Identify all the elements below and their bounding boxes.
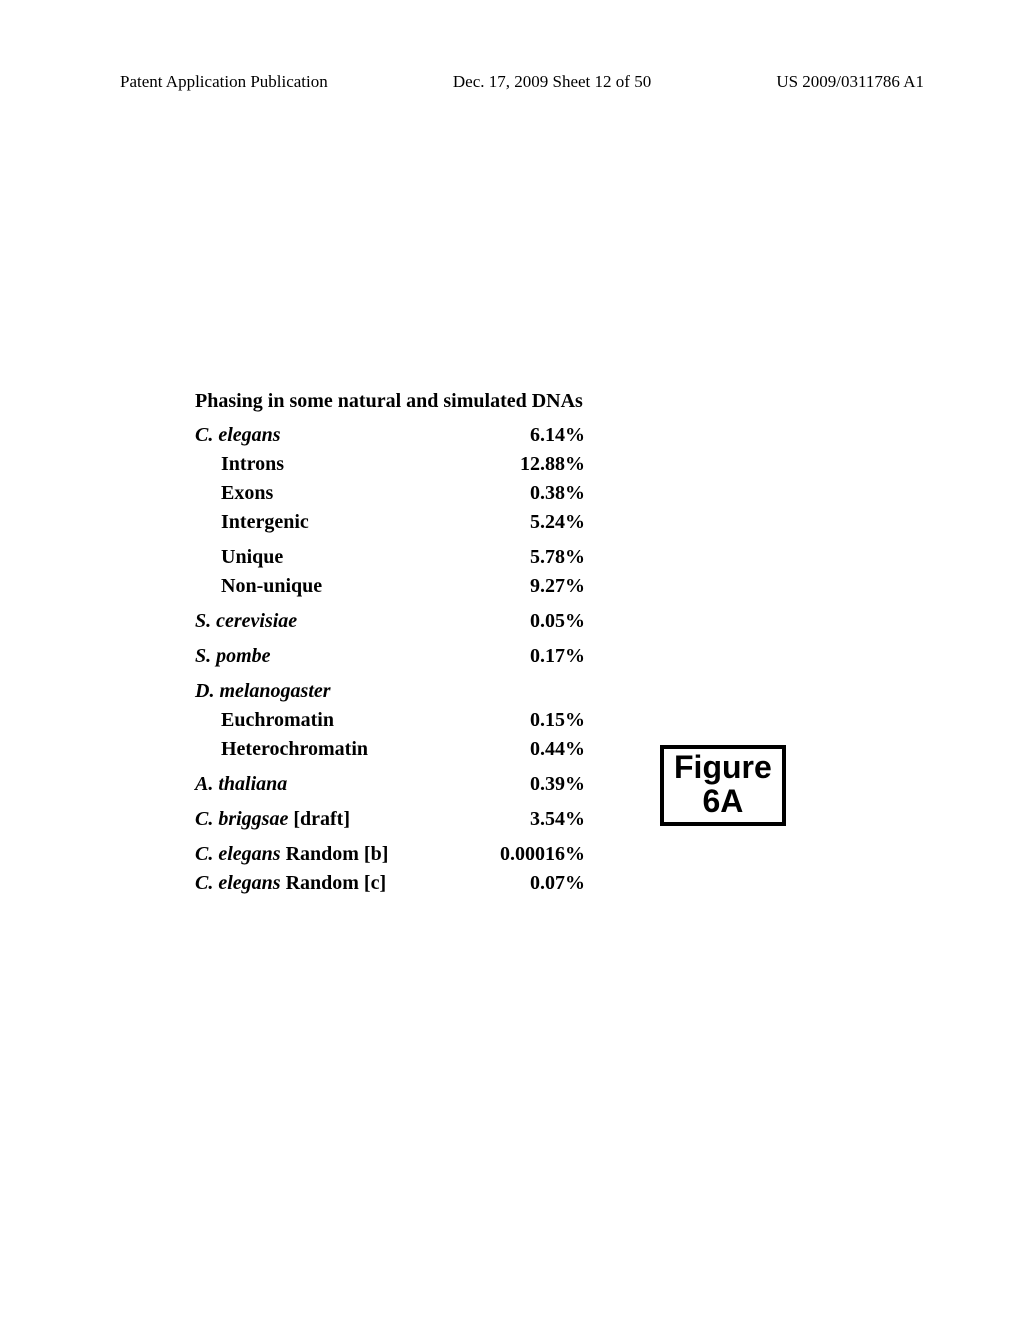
row-value: 0.05% <box>455 607 585 636</box>
table-row: C. elegans6.14% <box>195 421 835 450</box>
figure-label: Figure 6A <box>660 745 786 826</box>
row-value: 0.00016% <box>455 840 585 869</box>
row-value <box>455 677 585 706</box>
row-label: A. thaliana <box>195 770 455 799</box>
table-row: C. elegans Random [b]0.00016% <box>195 840 835 869</box>
row-label: Intergenic <box>195 508 455 537</box>
table-row: S. cerevisiae0.05% <box>195 607 835 636</box>
header-right: US 2009/0311786 A1 <box>776 72 924 92</box>
row-value: 0.39% <box>455 770 585 799</box>
page-header: Patent Application Publication Dec. 17, … <box>0 72 1024 92</box>
row-value: 9.27% <box>455 572 585 601</box>
table-row: Non-unique9.27% <box>195 572 835 601</box>
table-row: Euchromatin0.15% <box>195 706 835 735</box>
row-label: C. briggsae [draft] <box>195 805 455 834</box>
row-label: S. cerevisiae <box>195 607 455 636</box>
row-value: 5.24% <box>455 508 585 537</box>
figure-label-line2: 6A <box>674 785 772 819</box>
row-value: 12.88% <box>455 450 585 479</box>
figure-label-line1: Figure <box>674 751 772 785</box>
table-row: S. pombe0.17% <box>195 642 835 671</box>
row-value: 0.07% <box>455 869 585 898</box>
header-center: Dec. 17, 2009 Sheet 12 of 50 <box>453 72 651 92</box>
row-label: Euchromatin <box>195 706 455 735</box>
row-label: Non-unique <box>195 572 455 601</box>
row-label: S. pombe <box>195 642 455 671</box>
table-row: Exons0.38% <box>195 479 835 508</box>
row-label: Exons <box>195 479 455 508</box>
row-value: 0.17% <box>455 642 585 671</box>
row-value: 0.44% <box>455 735 585 764</box>
table-row: Intergenic5.24% <box>195 508 835 537</box>
header-left: Patent Application Publication <box>120 72 328 92</box>
row-value: 3.54% <box>455 805 585 834</box>
table-row: Unique5.78% <box>195 543 835 572</box>
table-row: Introns12.88% <box>195 450 835 479</box>
row-label: C. elegans Random [c] <box>195 869 455 898</box>
table-row: D. melanogaster <box>195 677 835 706</box>
table-title: Phasing in some natural and simulated DN… <box>195 390 835 413</box>
row-value: 0.15% <box>455 706 585 735</box>
table-row: C. elegans Random [c]0.07% <box>195 869 835 898</box>
row-value: 5.78% <box>455 543 585 572</box>
row-label: D. melanogaster <box>195 677 455 706</box>
table-rows: C. elegans6.14%Introns12.88%Exons0.38%In… <box>195 421 835 898</box>
row-value: 0.38% <box>455 479 585 508</box>
row-label: C. elegans <box>195 421 455 450</box>
row-value: 6.14% <box>455 421 585 450</box>
row-label: C. elegans Random [b] <box>195 840 455 869</box>
row-label: Unique <box>195 543 455 572</box>
row-label: Introns <box>195 450 455 479</box>
row-label: Heterochromatin <box>195 735 455 764</box>
